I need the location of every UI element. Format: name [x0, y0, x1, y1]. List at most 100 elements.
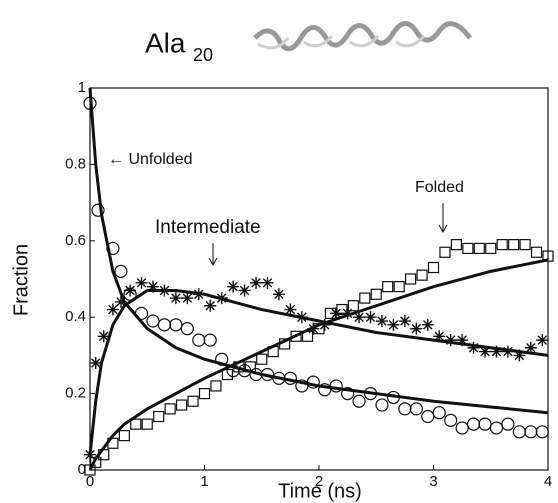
x-tick-label: 3 — [429, 473, 437, 490]
square-marker — [336, 303, 348, 316]
y-tick-label: 1 — [78, 79, 86, 96]
helix-shade — [257, 34, 426, 50]
annotation: ← Unfolded — [108, 151, 193, 168]
circle-marker — [192, 333, 206, 347]
square-marker — [439, 246, 451, 258]
square-marker — [496, 239, 508, 251]
y-tick-label: 0.8 — [65, 155, 86, 172]
x-axis-label: Time (ns) — [278, 480, 362, 502]
square-marker — [519, 239, 531, 251]
circle-marker — [535, 425, 549, 439]
square-marker — [164, 403, 176, 415]
circle-marker — [455, 421, 469, 435]
square-marker — [153, 410, 165, 423]
square-marker — [359, 292, 371, 304]
asterisk-marker — [89, 357, 102, 370]
asterisk-marker — [204, 299, 217, 312]
fit-line — [88, 87, 549, 415]
square-marker — [450, 239, 462, 251]
circle-marker — [478, 417, 492, 431]
asterisk-marker — [97, 330, 110, 343]
circle-marker — [203, 333, 217, 347]
square-marker — [118, 430, 130, 442]
asterisk-marker — [398, 315, 411, 328]
circle-marker — [157, 318, 172, 332]
square-marker — [130, 418, 142, 430]
x-tick-label: 0 — [86, 473, 94, 490]
asterisk-marker — [114, 295, 127, 308]
asterisk-marker — [330, 307, 343, 320]
asterisk-marker — [421, 318, 434, 331]
circle-marker — [512, 425, 526, 439]
circle-marker — [409, 402, 423, 416]
asterisk-marker — [284, 303, 297, 316]
square-marker — [347, 300, 359, 312]
y-axis-label: Fraction — [10, 244, 32, 316]
circle-marker — [489, 421, 504, 435]
square-marker — [473, 242, 485, 255]
square-marker — [198, 388, 211, 400]
circle-marker — [146, 314, 160, 328]
asterisk-marker — [387, 318, 400, 331]
chart-title: Ala — [145, 27, 186, 58]
asterisk-marker — [467, 341, 480, 354]
asterisk-marker — [261, 276, 274, 289]
y-tick-label: 0.6 — [65, 232, 86, 249]
square-marker — [485, 242, 497, 255]
circle-marker — [341, 387, 355, 401]
asterisk-marker — [272, 288, 285, 301]
asterisk-marker — [536, 334, 549, 347]
square-marker — [416, 269, 428, 281]
square-marker — [210, 380, 222, 392]
circle-marker — [398, 402, 412, 416]
chart-title-subscript: 20 — [193, 45, 213, 65]
asterisk-marker — [501, 345, 514, 358]
circle-marker — [501, 417, 515, 431]
asterisk-marker — [169, 292, 182, 305]
circle-marker — [352, 394, 366, 408]
square-marker — [324, 307, 337, 319]
square-marker — [530, 246, 543, 258]
square-marker — [382, 281, 394, 293]
fit-line — [88, 258, 549, 471]
asterisk-marker — [181, 292, 194, 305]
square-marker — [405, 273, 417, 285]
square-marker — [176, 399, 188, 411]
square-marker — [393, 281, 405, 293]
asterisk-marker — [135, 276, 148, 289]
asterisk-marker — [375, 315, 388, 328]
plot-frame — [89, 87, 549, 471]
asterisk-marker — [513, 349, 526, 362]
square-marker — [427, 261, 440, 274]
asterisk-marker — [238, 284, 251, 297]
square-marker — [84, 464, 96, 476]
y-tick-label: 0 — [78, 461, 86, 478]
circle-marker — [318, 383, 332, 397]
asterisk-marker — [479, 345, 492, 358]
asterisk-marker — [364, 311, 377, 324]
square-marker — [221, 368, 233, 381]
asterisk-marker — [410, 322, 423, 335]
square-marker — [141, 418, 153, 430]
asterisk-marker — [444, 334, 457, 347]
square-marker — [508, 239, 520, 251]
circle-marker — [91, 203, 105, 217]
circle-marker — [169, 318, 183, 332]
circle-marker — [375, 398, 389, 412]
asterisk-marker — [146, 280, 159, 293]
circle-marker — [466, 417, 481, 431]
circle-marker — [295, 379, 309, 393]
circle-marker — [432, 406, 446, 420]
asterisk-marker — [318, 318, 331, 331]
asterisk-marker — [433, 330, 446, 343]
square-marker — [187, 395, 199, 407]
asterisk-marker — [227, 280, 240, 293]
helix — [253, 21, 472, 52]
asterisk-marker — [353, 311, 366, 324]
annotation-arrowhead — [438, 224, 448, 234]
fit-line — [88, 288, 549, 455]
circle-marker — [180, 322, 194, 336]
square-marker — [462, 242, 474, 255]
asterisk-marker — [106, 303, 119, 316]
